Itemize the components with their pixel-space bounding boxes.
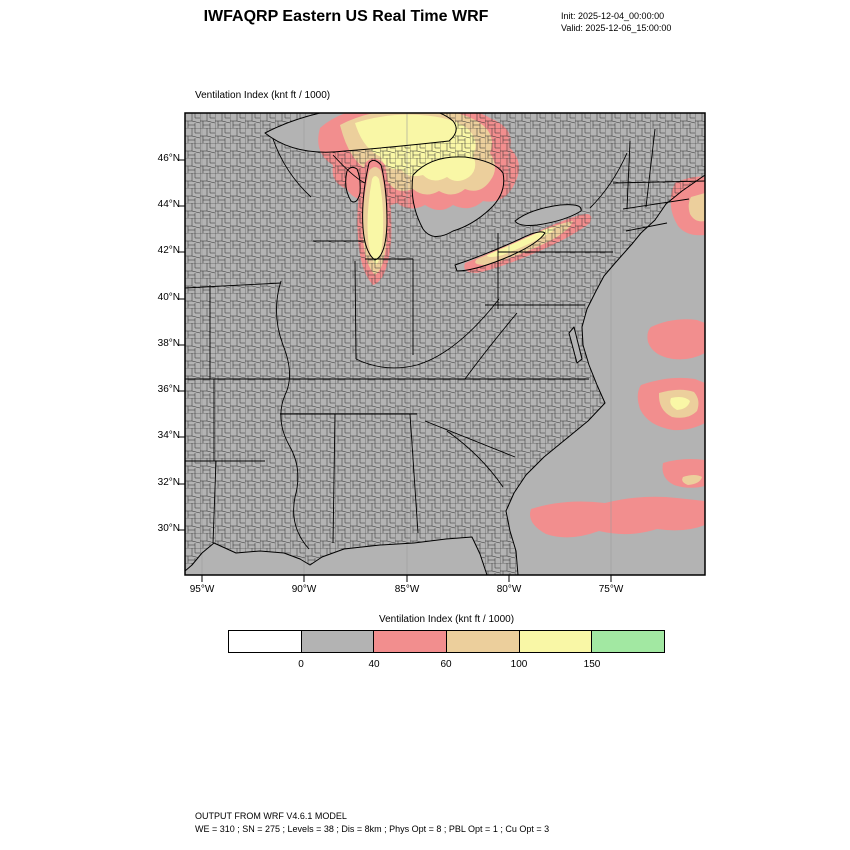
colorbar-tick-label: 150 bbox=[583, 659, 601, 670]
state-border bbox=[424, 420, 516, 458]
lon-tick-label: 95°W bbox=[189, 584, 215, 595]
colorbar-segment-green bbox=[591, 630, 666, 653]
colorbar-tick-label: 40 bbox=[368, 659, 380, 670]
colorbar-segment-yellow bbox=[518, 630, 593, 653]
colorbar: Ventilation Index (knt ft / 1000) 0 40 6… bbox=[228, 614, 666, 675]
lat-tick-label: 44°N bbox=[157, 199, 180, 210]
vi-region-atlantic-1-pink bbox=[647, 319, 705, 360]
map-layers bbox=[185, 113, 705, 575]
lat-tick-label: 42°N bbox=[157, 245, 180, 256]
model-info-line2: WE = 310 ; SN = 275 ; Levels = 38 ; Dis … bbox=[195, 824, 550, 834]
state-border bbox=[625, 222, 668, 232]
colorbar-labels: 0 40 60 100 150 bbox=[228, 659, 665, 675]
state-border bbox=[212, 460, 217, 544]
state-border bbox=[332, 154, 366, 184]
map-panel bbox=[178, 112, 706, 582]
colorbar-tick-label: 60 bbox=[440, 659, 452, 670]
lon-tick-label: 90°W bbox=[291, 584, 317, 595]
lat-tick-label: 30°N bbox=[157, 523, 180, 534]
map-frame bbox=[184, 112, 706, 576]
land-counties bbox=[185, 113, 705, 575]
colorbar-segment-tan bbox=[446, 630, 520, 653]
colorbar-tick-label: 0 bbox=[298, 659, 304, 670]
lat-tick-label: 36°N bbox=[157, 384, 180, 395]
lat-tick-label: 38°N bbox=[157, 338, 180, 349]
vi-region-lake-michigan-yellow bbox=[367, 176, 384, 265]
lat-tick-label: 34°N bbox=[157, 430, 180, 441]
vi-region-atlantic-4-pink bbox=[530, 496, 705, 538]
state-border bbox=[272, 138, 312, 198]
run-timestamps: Init: 2025-12-04_00:00:00 Valid: 2025-12… bbox=[561, 10, 671, 34]
state-border bbox=[276, 280, 310, 550]
state-border bbox=[589, 152, 628, 209]
vi-region-lake-erie-yellow bbox=[487, 228, 554, 257]
model-info: OUTPUT FROM WRF V4.6.1 MODEL WE = 310 ; … bbox=[195, 810, 549, 836]
map-canvas bbox=[178, 112, 706, 582]
init-time: Init: 2025-12-04_00:00:00 bbox=[561, 11, 665, 21]
lat-tick-label: 32°N bbox=[157, 477, 180, 488]
field-label: Ventilation Index (knt ft / 1000) bbox=[195, 90, 331, 101]
vi-region-atlantic-3-tan bbox=[682, 475, 702, 485]
colorbar-segment-white bbox=[228, 630, 302, 653]
colorbar-tick-label: 100 bbox=[510, 659, 528, 670]
state-border bbox=[354, 260, 357, 360]
state-border bbox=[612, 180, 705, 184]
colorbar-title: Ventilation Index (knt ft / 1000) bbox=[378, 614, 515, 625]
state-border bbox=[645, 128, 656, 208]
state-border bbox=[355, 298, 500, 369]
state-border bbox=[464, 312, 518, 380]
vi-region-atlantic-2-yellow bbox=[670, 397, 690, 410]
state-border bbox=[622, 198, 690, 210]
colorbar-segment-pink bbox=[373, 630, 448, 653]
lon-tick-label: 75°W bbox=[598, 584, 624, 595]
lat-tick-label: 40°N bbox=[157, 292, 180, 303]
lon-tick-label: 80°W bbox=[496, 584, 522, 595]
page-title: IWFAQRP Eastern US Real Time WRF bbox=[203, 8, 489, 25]
state-border bbox=[409, 413, 419, 534]
lat-tick-label: 46°N bbox=[157, 153, 180, 164]
colorbar-bar bbox=[228, 630, 666, 653]
model-info-line1: OUTPUT FROM WRF V4.6.1 MODEL bbox=[195, 811, 347, 821]
state-border bbox=[185, 282, 282, 289]
state-border bbox=[626, 140, 631, 210]
state-border bbox=[332, 413, 336, 544]
state-border bbox=[446, 430, 504, 488]
lon-tick-label: 85°W bbox=[394, 584, 420, 595]
valid-time: Valid: 2025-12-06_15:00:00 bbox=[561, 23, 672, 33]
colorbar-segment-gray bbox=[300, 630, 375, 653]
vi-region-gulf-of-maine-tan bbox=[688, 193, 705, 222]
